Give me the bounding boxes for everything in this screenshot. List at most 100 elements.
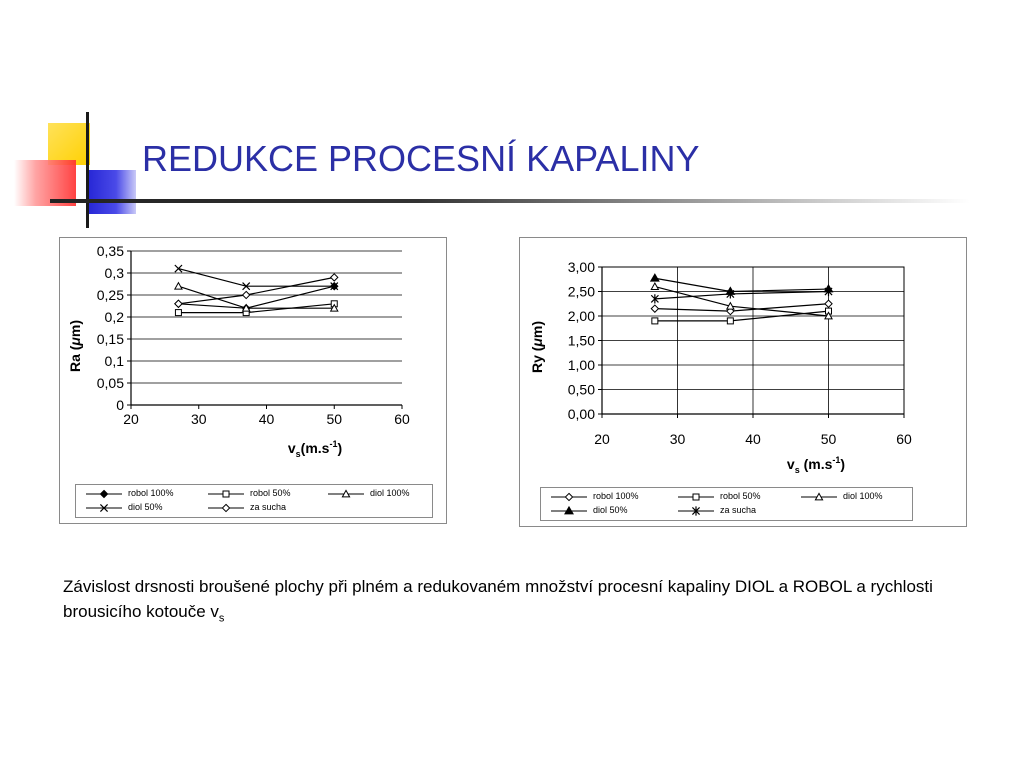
slide-title: REDUKCE PROCESNÍ KAPALINY: [142, 138, 700, 179]
data-point: [650, 281, 660, 290]
x-axis-label-sup: -1: [329, 439, 337, 449]
legend-marker: [564, 492, 574, 502]
legend-symbol: [551, 505, 587, 515]
series-line: [654, 277, 829, 293]
y-axis-label: Ra (μm): [67, 320, 83, 372]
y-tick-label: 1,00: [568, 357, 595, 373]
deco-yellow-square: [48, 123, 90, 165]
y-tick-label: 0: [116, 397, 124, 413]
chart-ry: 0,00 0,50 1,00 1,50 2,00 2,50 3,00 20 30 40 50 60 Ry…: [529, 259, 912, 475]
legend-symbol: [86, 503, 122, 513]
series-line: [178, 285, 335, 309]
chart-ra-frame: 0 0,05 0,1 0,15 0,2 0,25 0,3 0,35 20 30 40 50 60 Ra (…: [59, 237, 447, 524]
legend-symbol: [801, 492, 837, 501]
series-line: [178, 268, 335, 287]
legend-marker: [222, 490, 230, 498]
legend-label: za sucha: [720, 505, 757, 515]
x-tick-label: 40: [259, 411, 275, 427]
x-tick-label: 20: [123, 411, 139, 427]
series-line: [178, 276, 335, 305]
x-tick-label: 60: [896, 431, 912, 447]
data-point: [650, 304, 660, 313]
legend-symbol: [86, 489, 122, 499]
y-tick-label: 0,15: [97, 331, 124, 347]
y-axis-label-main: Ra (: [67, 345, 83, 372]
x-tick-label: 60: [394, 411, 410, 427]
y-tick-label: 1,50: [568, 333, 595, 349]
y-tick-label: 2,00: [568, 308, 595, 324]
y-tick-label: 2,50: [568, 284, 595, 300]
x-tick-label: 50: [821, 431, 837, 447]
data-point: [173, 281, 183, 290]
legend-marker: [99, 489, 109, 499]
x-axis-label-main: v: [288, 440, 296, 456]
x-axis-label: vs (m.s-1): [787, 455, 845, 475]
legend-label: robol 100%: [128, 488, 174, 498]
y-axis-label-end: m): [67, 320, 83, 337]
y-axis-label-mu: μ: [529, 338, 545, 348]
x-tick-label: 30: [191, 411, 207, 427]
data-point: [241, 303, 251, 312]
legend-label: robol 50%: [720, 491, 761, 501]
legend-label: za sucha: [250, 502, 287, 512]
legend-marker: [691, 506, 701, 516]
legend-symbol: [208, 503, 244, 513]
legend-symbol: [678, 506, 714, 516]
legend-label: diol 100%: [843, 491, 883, 501]
y-axis-label: Ry (μm): [529, 321, 545, 373]
data-point: [726, 317, 734, 325]
x-axis-label-rest: (m.s: [301, 440, 330, 456]
data-point: [242, 282, 251, 291]
chart-ry-frame: 0,00 0,50 1,00 1,50 2,00 2,50 3,00 20 30 40 50 60 Ry…: [519, 237, 967, 527]
legend-marker: [221, 503, 231, 513]
chart-ra: 0 0,05 0,1 0,15 0,2 0,25 0,3 0,35 20 30 40 50 60 Ra (…: [67, 243, 410, 459]
y-tick-label: 0,00: [568, 406, 595, 422]
chart-ry-legend: robol 100% robol 50% diol 100% diol 50% …: [540, 487, 913, 521]
data-point: [824, 299, 833, 309]
data-point: [174, 264, 183, 273]
legend-symbol: [208, 490, 244, 498]
caption-text: Závislost drsnosti broušené plochy při p…: [63, 577, 933, 621]
x-axis-label: vs(m.s-1): [288, 439, 342, 459]
legend-marker: [564, 505, 574, 515]
legend-symbol: [551, 492, 587, 502]
data-point: [824, 311, 833, 320]
x-axis-label-close: ): [337, 440, 342, 456]
series-line: [654, 290, 829, 300]
x-tick-label: 50: [326, 411, 342, 427]
y-tick-label: 3,00: [568, 259, 595, 275]
x-tick-label: 20: [594, 431, 610, 447]
x-tick-label: 40: [745, 431, 761, 447]
caption-subscript: s: [218, 612, 225, 625]
data-point: [174, 309, 182, 317]
legend-symbol: [678, 493, 714, 501]
legend-label: diol 100%: [370, 488, 410, 498]
data-point: [174, 299, 183, 309]
legend-label: diol 50%: [128, 502, 163, 512]
deco-red-square: [14, 160, 76, 206]
figure-caption: Závislost drsnosti broušené plochy při p…: [63, 574, 963, 631]
y-axis-label-end: m): [529, 321, 545, 338]
title-underline: [50, 199, 970, 203]
x-axis-label-sub: s: [795, 465, 800, 475]
legend-label: robol 100%: [593, 491, 639, 501]
x-tick-label: 30: [670, 431, 686, 447]
legend-symbol: [328, 489, 364, 498]
legend-marker: [99, 503, 109, 513]
data-point: [650, 294, 659, 304]
deco-vertical-rule: [86, 112, 89, 228]
y-tick-label: 0,3: [105, 265, 125, 281]
data-point: [330, 282, 339, 291]
plot-area: [131, 251, 402, 405]
y-tick-label: 0,1: [105, 353, 125, 369]
data-point: [726, 289, 735, 299]
data-point: [329, 273, 339, 282]
data-point: [649, 273, 660, 282]
chart-ra-legend: robol 100% robol 50% diol 100% diol 50% …: [75, 484, 433, 518]
data-point: [241, 290, 251, 300]
legend-marker: [341, 489, 351, 498]
data-point: [329, 303, 339, 312]
y-axis-label-main: Ry (: [529, 346, 545, 373]
x-axis-label-close: ): [840, 456, 845, 472]
data-point: [651, 317, 659, 325]
